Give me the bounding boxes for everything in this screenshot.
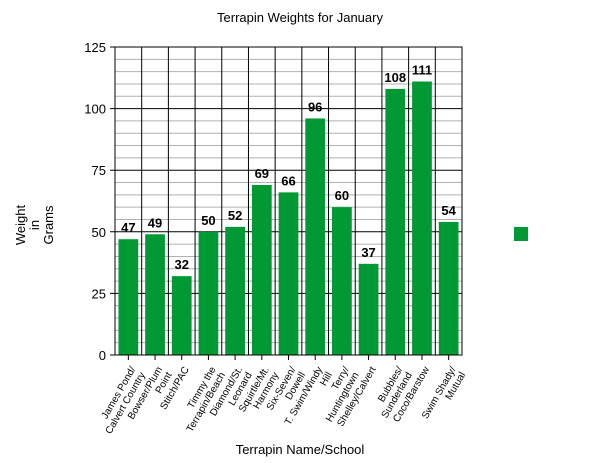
bar bbox=[251, 184, 272, 355]
legend-swatch bbox=[514, 227, 528, 241]
y-tick-label: 50 bbox=[92, 225, 106, 240]
y-tick-label: 25 bbox=[92, 286, 106, 301]
bar bbox=[385, 88, 406, 355]
bar bbox=[225, 226, 245, 355]
bar bbox=[278, 192, 299, 355]
y-tick-label: 100 bbox=[84, 102, 106, 117]
data-label: 54 bbox=[441, 203, 456, 218]
bar bbox=[438, 221, 459, 355]
bar bbox=[198, 231, 219, 355]
bar bbox=[358, 263, 379, 355]
y-tick-label: 75 bbox=[92, 163, 106, 178]
data-label: 108 bbox=[384, 70, 406, 85]
data-label: 96 bbox=[308, 99, 322, 114]
chart-title: Terrapin Weights for January bbox=[217, 10, 383, 25]
data-label: 60 bbox=[335, 188, 349, 203]
data-label: 37 bbox=[361, 245, 375, 260]
data-label: 47 bbox=[121, 220, 135, 235]
data-label: 52 bbox=[228, 208, 242, 223]
plot-border bbox=[114, 46, 463, 356]
data-label: 49 bbox=[148, 215, 162, 230]
bar bbox=[118, 239, 139, 355]
x-axis-label: Terrapin Name/School bbox=[235, 442, 365, 457]
data-label: 50 bbox=[201, 213, 215, 228]
bar bbox=[305, 118, 326, 356]
data-label: 111 bbox=[412, 62, 432, 77]
data-label: 32 bbox=[174, 257, 188, 272]
bar bbox=[332, 207, 352, 355]
bar bbox=[145, 234, 165, 355]
data-label: 66 bbox=[281, 173, 295, 188]
data-label: 69 bbox=[255, 166, 269, 181]
bar bbox=[412, 81, 432, 355]
bar bbox=[171, 276, 192, 355]
y-tick-label: 125 bbox=[84, 40, 106, 55]
y-tick-label: 0 bbox=[99, 348, 106, 363]
